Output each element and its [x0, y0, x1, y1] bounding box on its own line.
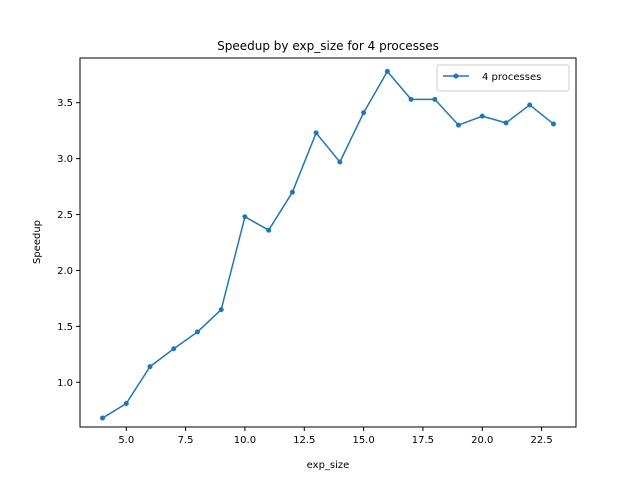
chart-title: Speedup by exp_size for 4 processes [217, 39, 439, 53]
data-point [218, 307, 224, 313]
data-point [479, 113, 485, 119]
data-point [550, 121, 556, 127]
y-tick-label: 3.5 [57, 98, 73, 109]
data-point [147, 364, 153, 370]
x-tick-label: 15.0 [352, 435, 374, 446]
data-point [100, 415, 106, 421]
data-point [194, 329, 200, 335]
data-point [266, 227, 272, 233]
series-layer [100, 68, 556, 421]
x-axis: 5.0 7.5 10.0 12.5 15.0 17.5 20.0 22.5 [118, 427, 553, 446]
y-tick-label: 2.0 [57, 266, 73, 277]
legend: 4 processes [436, 64, 570, 92]
y-tick-label: 1.5 [57, 322, 73, 333]
data-point [503, 120, 509, 126]
y-tick-label: 1.0 [57, 378, 73, 389]
data-point [527, 102, 533, 108]
x-tick-label: 12.5 [293, 435, 315, 446]
data-point [123, 401, 129, 407]
x-tick-label: 10.0 [234, 435, 256, 446]
data-point [432, 96, 438, 102]
legend-box [436, 64, 570, 92]
series-line [102, 70, 554, 419]
plot-area [80, 58, 576, 427]
data-point [337, 159, 343, 165]
data-point [408, 96, 414, 102]
y-tick-label: 2.5 [57, 210, 73, 221]
data-point [361, 110, 367, 116]
data-point [171, 346, 177, 352]
x-tick-label: 7.5 [178, 435, 194, 446]
data-point [384, 68, 390, 74]
y-axis-title: Speedup [32, 220, 43, 264]
y-axis: 1.0 1.5 2.0 2.5 3.0 3.5 [57, 98, 80, 389]
x-axis-title: exp_size [307, 460, 350, 471]
x-tick-label: 22.5 [530, 435, 552, 446]
x-tick-label: 17.5 [412, 435, 434, 446]
data-point [313, 130, 319, 136]
legend-label: 4 processes [482, 72, 541, 83]
data-point [242, 214, 248, 220]
x-tick-label: 20.0 [471, 435, 493, 446]
x-tick-label: 5.0 [118, 435, 134, 446]
legend-marker [453, 73, 459, 79]
data-point [289, 189, 295, 195]
data-point [456, 122, 462, 128]
plot-frame [79, 57, 577, 428]
y-tick-label: 3.0 [57, 154, 73, 165]
